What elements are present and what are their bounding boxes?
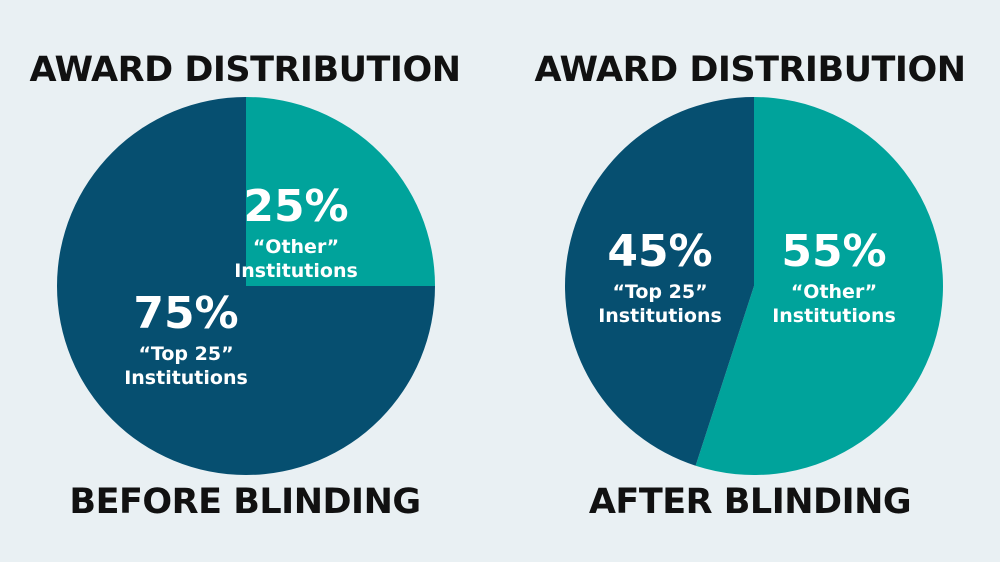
pie-slice-right-other [695,97,944,475]
chart-title-left: AWARD DISTRIBUTION [29,50,462,90]
pie-slice-right-top25 [565,97,754,466]
category-label-left-other: “Other” [253,236,339,258]
category-label-right-top25: “Top 25” [612,281,707,303]
chart-subtitle-left: BEFORE BLINDING [69,482,421,522]
category-label-left-top25: “Top 25” [138,343,233,365]
value-label-left-top25: 75% [133,288,238,339]
category-sublabel-left-top25: Institutions [124,367,248,389]
pie-slice-left-other [246,97,435,286]
category-sublabel-right-top25: Institutions [598,305,722,327]
value-label-right-other: 55% [781,226,886,277]
pie-slice-left-top25 [57,97,435,475]
value-label-left-other: 25% [243,181,348,232]
chart-subtitle-right: AFTER BLINDING [588,482,912,522]
category-sublabel-right-other: Institutions [772,305,896,327]
category-sublabel-left-other: Institutions [234,260,358,282]
chart-title-right: AWARD DISTRIBUTION [534,50,967,90]
category-label-right-other: “Other” [791,281,877,303]
value-label-right-top25: 45% [607,226,712,277]
